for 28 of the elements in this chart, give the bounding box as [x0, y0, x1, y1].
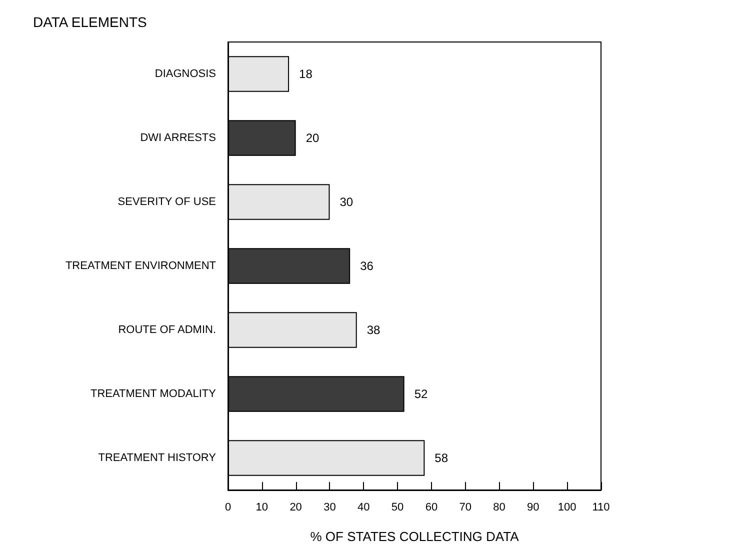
data-label: 58	[434, 451, 448, 465]
x-tick-label: 70	[459, 502, 472, 514]
data-label: 36	[360, 259, 374, 273]
data-label: 30	[340, 195, 354, 209]
y-tick-label: TREATMENT HISTORY	[98, 452, 217, 464]
x-tick-label: 30	[324, 502, 336, 514]
x-tick-label: 80	[493, 502, 506, 514]
x-tick-label: 40	[358, 502, 370, 514]
x-axis-title: % OF STATES COLLECTING DATA	[310, 529, 520, 544]
x-tick-label: 110	[592, 502, 610, 514]
y-tick-label: TREATMENT ENVIRONMENT	[65, 260, 216, 272]
x-tick-label: 10	[256, 502, 268, 514]
x-tick-label: 0	[224, 502, 232, 514]
data-label: 18	[299, 67, 313, 81]
data-label: 38	[366, 323, 381, 337]
y-tick-label: ROUTE OF ADMIN.	[118, 324, 216, 336]
y-tick-label: DIAGNOSIS	[154, 68, 216, 80]
x-tick-label: 90	[527, 502, 540, 514]
x-tick-label: 60	[425, 502, 438, 514]
data-label: 20	[306, 131, 320, 145]
x-tick-label: 100	[558, 502, 576, 514]
text: DATA ELEMENTS	[33, 14, 147, 30]
y-tick-label: DWI ARRESTS	[140, 132, 216, 144]
y-tick-label: TREATMENT MODALITY	[90, 388, 217, 400]
y-tick-label: SEVERITY OF USE	[118, 196, 216, 208]
x-tick-label: 20	[290, 502, 302, 514]
data-label: 52	[414, 387, 428, 401]
x-tick-label: 50	[391, 502, 404, 514]
